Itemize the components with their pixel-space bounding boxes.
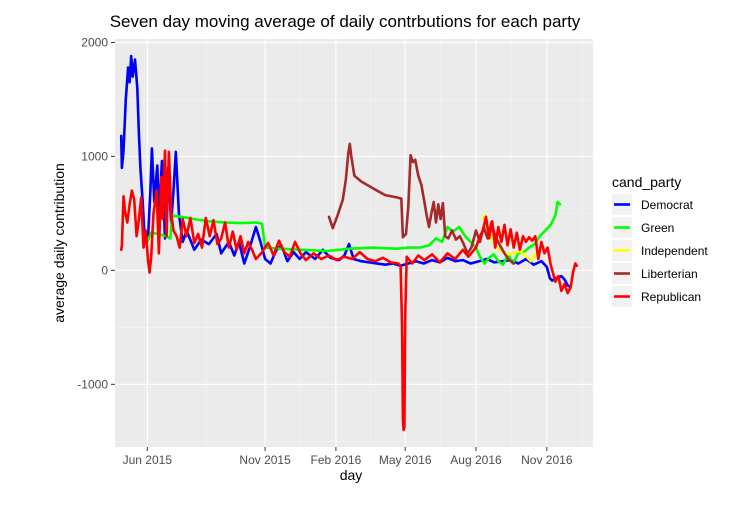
legend-items: Democrat Green Independent Liberterian Repub… [612,194,708,307]
series-lines [119,54,579,432]
legend-label: Independent [641,244,708,258]
series-line-republican [119,149,579,432]
x-tick-label: Jun 2015 [123,453,173,467]
y-tick-label: -1000 [77,377,108,391]
legend-item-liberterian: Liberterian [612,263,698,284]
legend-item-democrat: Democrat [612,194,694,215]
legend-item-republican: Republican [612,286,701,307]
y-axis: -1000 0 1000 2000 [77,35,115,391]
x-axis: Jun 2015 Nov 2015 Feb 2016 May 2016 Aug 2016… [123,447,573,467]
legend-label: Green [641,221,674,235]
x-tick-label: Nov 2015 [239,453,291,467]
legend: cand_party Democrat Green Independent Liber… [612,174,708,307]
legend-title: cand_party [612,174,681,190]
x-tick-label: May 2016 [379,453,432,467]
x-tick-label: Feb 2016 [311,453,362,467]
legend-label: Democrat [641,198,694,212]
y-tick-label: 2000 [81,35,108,49]
chart-title: Seven day moving average of daily contrb… [110,12,581,31]
x-tick-label: Nov 2016 [521,453,573,467]
y-axis-title: average daily contribution [51,163,67,323]
legend-label: Liberterian [641,267,698,281]
legend-item-green: Green [612,217,674,238]
legend-item-independent: Independent [612,240,708,261]
minor-gridlines [115,39,593,447]
y-tick-label: 1000 [81,149,108,163]
legend-label: Republican [641,290,701,304]
x-axis-title: day [340,467,363,483]
y-tick-label: 0 [101,263,108,277]
x-tick-label: Aug 2016 [450,453,502,467]
series-line-green [146,200,562,266]
series-line-liberterian [327,142,515,265]
